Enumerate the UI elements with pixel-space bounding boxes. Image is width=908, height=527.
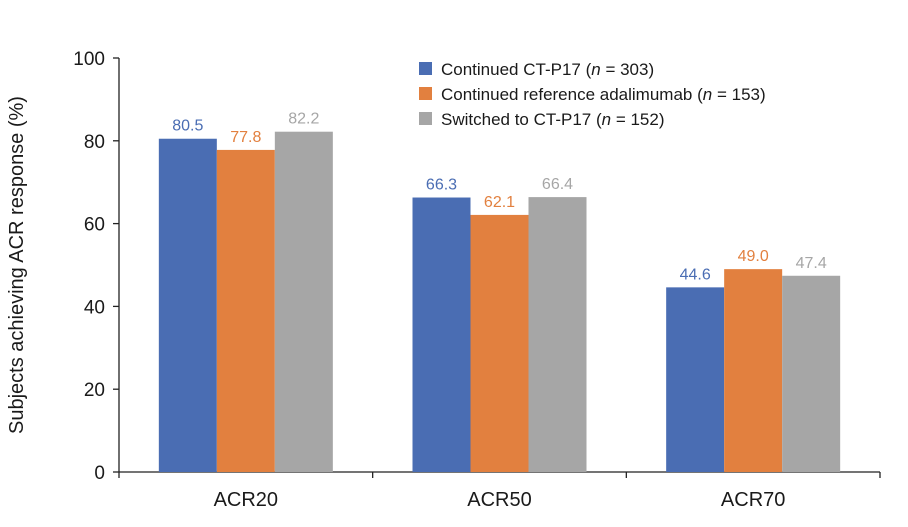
chart-axes: 0 20 40 60 80 100 ACR20 ACR50 ACR70 (73, 49, 881, 511)
legend-entry: Continued CT-P17 (n = 303) (441, 60, 654, 79)
data-label: 80.5 (172, 118, 203, 135)
y-tick-label: 20 (84, 380, 105, 401)
y-tick-label: 60 (84, 215, 105, 236)
bar (724, 269, 783, 472)
bar (274, 131, 333, 472)
bar (216, 149, 275, 472)
legend-entry: Switched to CT-P17 (n = 152) (441, 110, 665, 129)
data-label: 66.4 (542, 176, 573, 193)
data-label: 62.1 (484, 194, 515, 211)
bar (782, 275, 841, 472)
y-tick-label: 100 (73, 49, 105, 70)
x-category-label: ACR70 (721, 489, 785, 511)
legend-entry: Continued reference adalimumab (n = 153) (441, 85, 766, 104)
data-label: 49.0 (738, 248, 769, 265)
data-label: 44.6 (680, 266, 711, 283)
y-tick-label: 40 (84, 297, 105, 318)
legend: Continued CT-P17 (n = 303) Continued refe… (419, 60, 766, 129)
x-category-label: ACR20 (214, 489, 278, 511)
data-label: 66.3 (426, 177, 457, 194)
x-category-label: ACR50 (467, 489, 531, 511)
data-label: 82.2 (288, 111, 319, 128)
bar (470, 214, 529, 472)
data-label: 47.4 (796, 255, 827, 272)
bar (528, 197, 587, 472)
bar (412, 197, 471, 472)
y-tick-label: 80 (84, 132, 105, 153)
data-label: 77.8 (230, 129, 261, 146)
y-tick-label: 0 (94, 463, 105, 484)
bar (158, 138, 217, 473)
bar-group (158, 131, 841, 473)
legend-swatch (419, 112, 432, 125)
legend-swatch (419, 62, 432, 75)
bar (666, 287, 725, 472)
legend-swatch (419, 87, 432, 100)
data-label-group: 80.5 77.8 82.2 66.3 62.1 66.4 44.6 49.0 47.4 (172, 111, 827, 284)
y-axis-title: Subjects achieving ACR response (%) (6, 96, 28, 434)
